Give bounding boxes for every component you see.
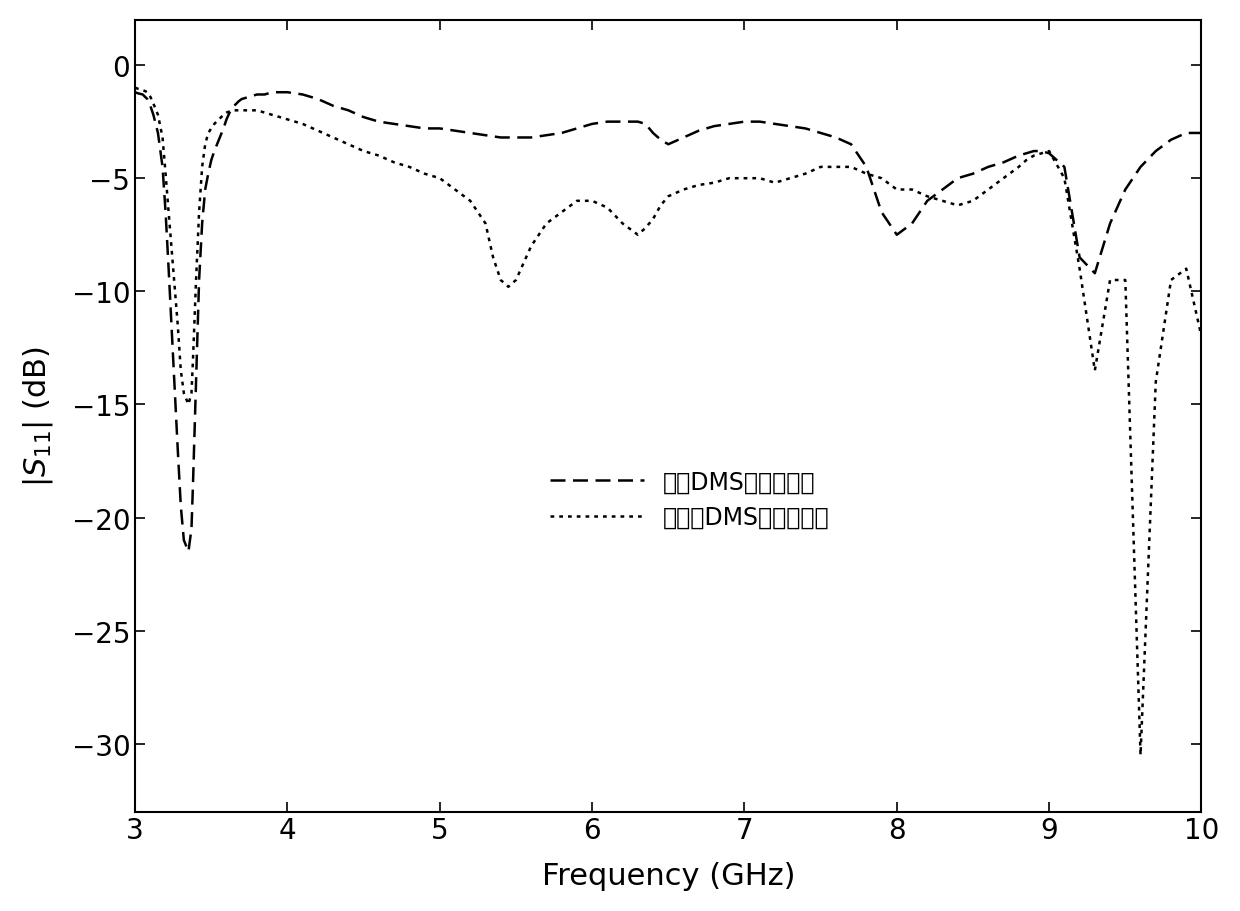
Line: 未加载DMS结构的天线: 未加载DMS结构的天线 (135, 88, 1202, 755)
未加载DMS结构的天线 (227, 106, 242, 117)
Legend: 加载DMS结构的天线, 未加载DMS结构的天线: 加载DMS结构的天线, 未加载DMS结构的天线 (541, 460, 839, 539)
未加载DMS结构的天线 (600, 203, 615, 214)
加载DMS结构的天线 (448, 126, 463, 137)
加载DMS结构的天线 (219, 115, 234, 126)
未加载DMS结构的天线 (1194, 332, 1209, 343)
加载DMS结构的天线 (1194, 128, 1209, 139)
加载DMS结构的天线 (128, 87, 143, 98)
X-axis label: Frequency (GHz): Frequency (GHz) (542, 861, 795, 890)
加载DMS结构的天线 (646, 128, 661, 139)
加载DMS结构的天线 (181, 547, 196, 558)
未加载DMS结构的天线 (1027, 151, 1042, 162)
Line: 加载DMS结构的天线: 加载DMS结构的天线 (135, 93, 1202, 552)
未加载DMS结构的天线 (128, 83, 143, 94)
未加载DMS结构的天线 (1056, 173, 1071, 184)
未加载DMS结构的天线 (1087, 365, 1102, 376)
Y-axis label: $|S_{11}|$ (dB): $|S_{11}|$ (dB) (21, 346, 55, 486)
未加载DMS结构的天线 (1042, 147, 1056, 158)
加载DMS结构的天线 (859, 162, 874, 173)
未加载DMS结构的天线 (1133, 750, 1148, 761)
加载DMS结构的天线 (782, 121, 797, 132)
加载DMS结构的天线 (155, 162, 170, 173)
